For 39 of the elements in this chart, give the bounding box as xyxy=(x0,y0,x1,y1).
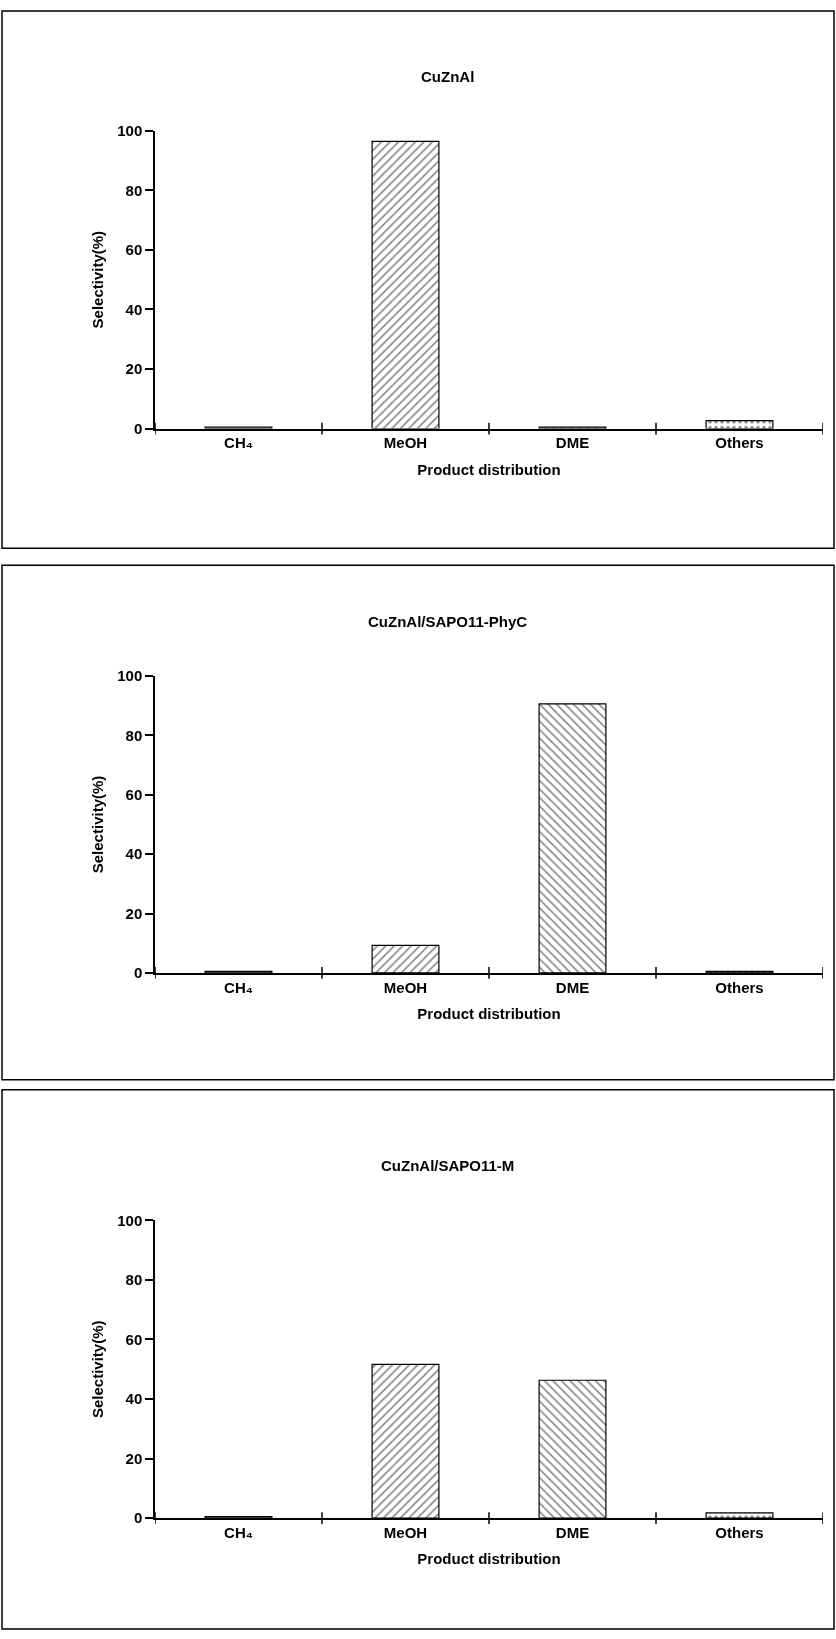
y-tick-label: 40 xyxy=(125,845,143,863)
y-tick-label: 100 xyxy=(117,121,143,139)
x-tick-label: CH₄ xyxy=(224,1523,253,1541)
y-axis-title: Selectivity(%) xyxy=(88,230,106,329)
chart-title: CuZnAl xyxy=(421,68,475,85)
chart-title: CuZnAl/SAPO11-PhyC xyxy=(368,613,528,630)
x-tick-label: Others xyxy=(715,1523,764,1541)
x-tick-label: CH₄ xyxy=(224,434,253,452)
x-tick-label: Others xyxy=(715,434,764,452)
x-tick-label: CH₄ xyxy=(224,978,253,996)
y-tick-label: 60 xyxy=(125,1330,143,1348)
y-tick-label: 100 xyxy=(117,1211,143,1229)
y-tick-label: 80 xyxy=(125,1271,143,1289)
y-tick-label: 0 xyxy=(133,419,143,437)
x-tick-label: DME xyxy=(555,978,590,996)
x-tick-label: MeOH xyxy=(383,1523,428,1541)
x-tick-label: MeOH xyxy=(383,434,428,452)
x-axis-title: Product distribution xyxy=(417,1005,561,1023)
y-tick-label: 100 xyxy=(117,667,143,685)
x-axis-title: Product distribution xyxy=(417,460,561,478)
y-axis-title: Selectivity(%) xyxy=(88,1320,106,1419)
y-axis-title: Selectivity(%) xyxy=(88,775,106,874)
y-tick-label: 40 xyxy=(125,300,143,318)
x-tick-label: MeOH xyxy=(383,978,428,996)
y-tick-label: 20 xyxy=(125,1449,143,1467)
chart-title: CuZnAl/SAPO11-M xyxy=(381,1157,515,1174)
x-tick-label: DME xyxy=(555,1523,590,1541)
x-tick-label: Others xyxy=(715,978,764,996)
x-tick-label: DME xyxy=(555,434,590,452)
y-tick-label: 20 xyxy=(125,360,143,378)
x-axis-title: Product distribution xyxy=(417,1550,561,1568)
y-tick-label: 60 xyxy=(125,241,143,259)
y-tick-label: 80 xyxy=(125,726,143,744)
y-tick-label: 80 xyxy=(125,181,143,199)
y-tick-label: 20 xyxy=(125,904,143,922)
y-tick-label: 60 xyxy=(125,786,143,804)
y-tick-label: 0 xyxy=(133,964,143,982)
y-tick-label: 0 xyxy=(133,1509,143,1527)
y-tick-label: 40 xyxy=(125,1390,143,1408)
